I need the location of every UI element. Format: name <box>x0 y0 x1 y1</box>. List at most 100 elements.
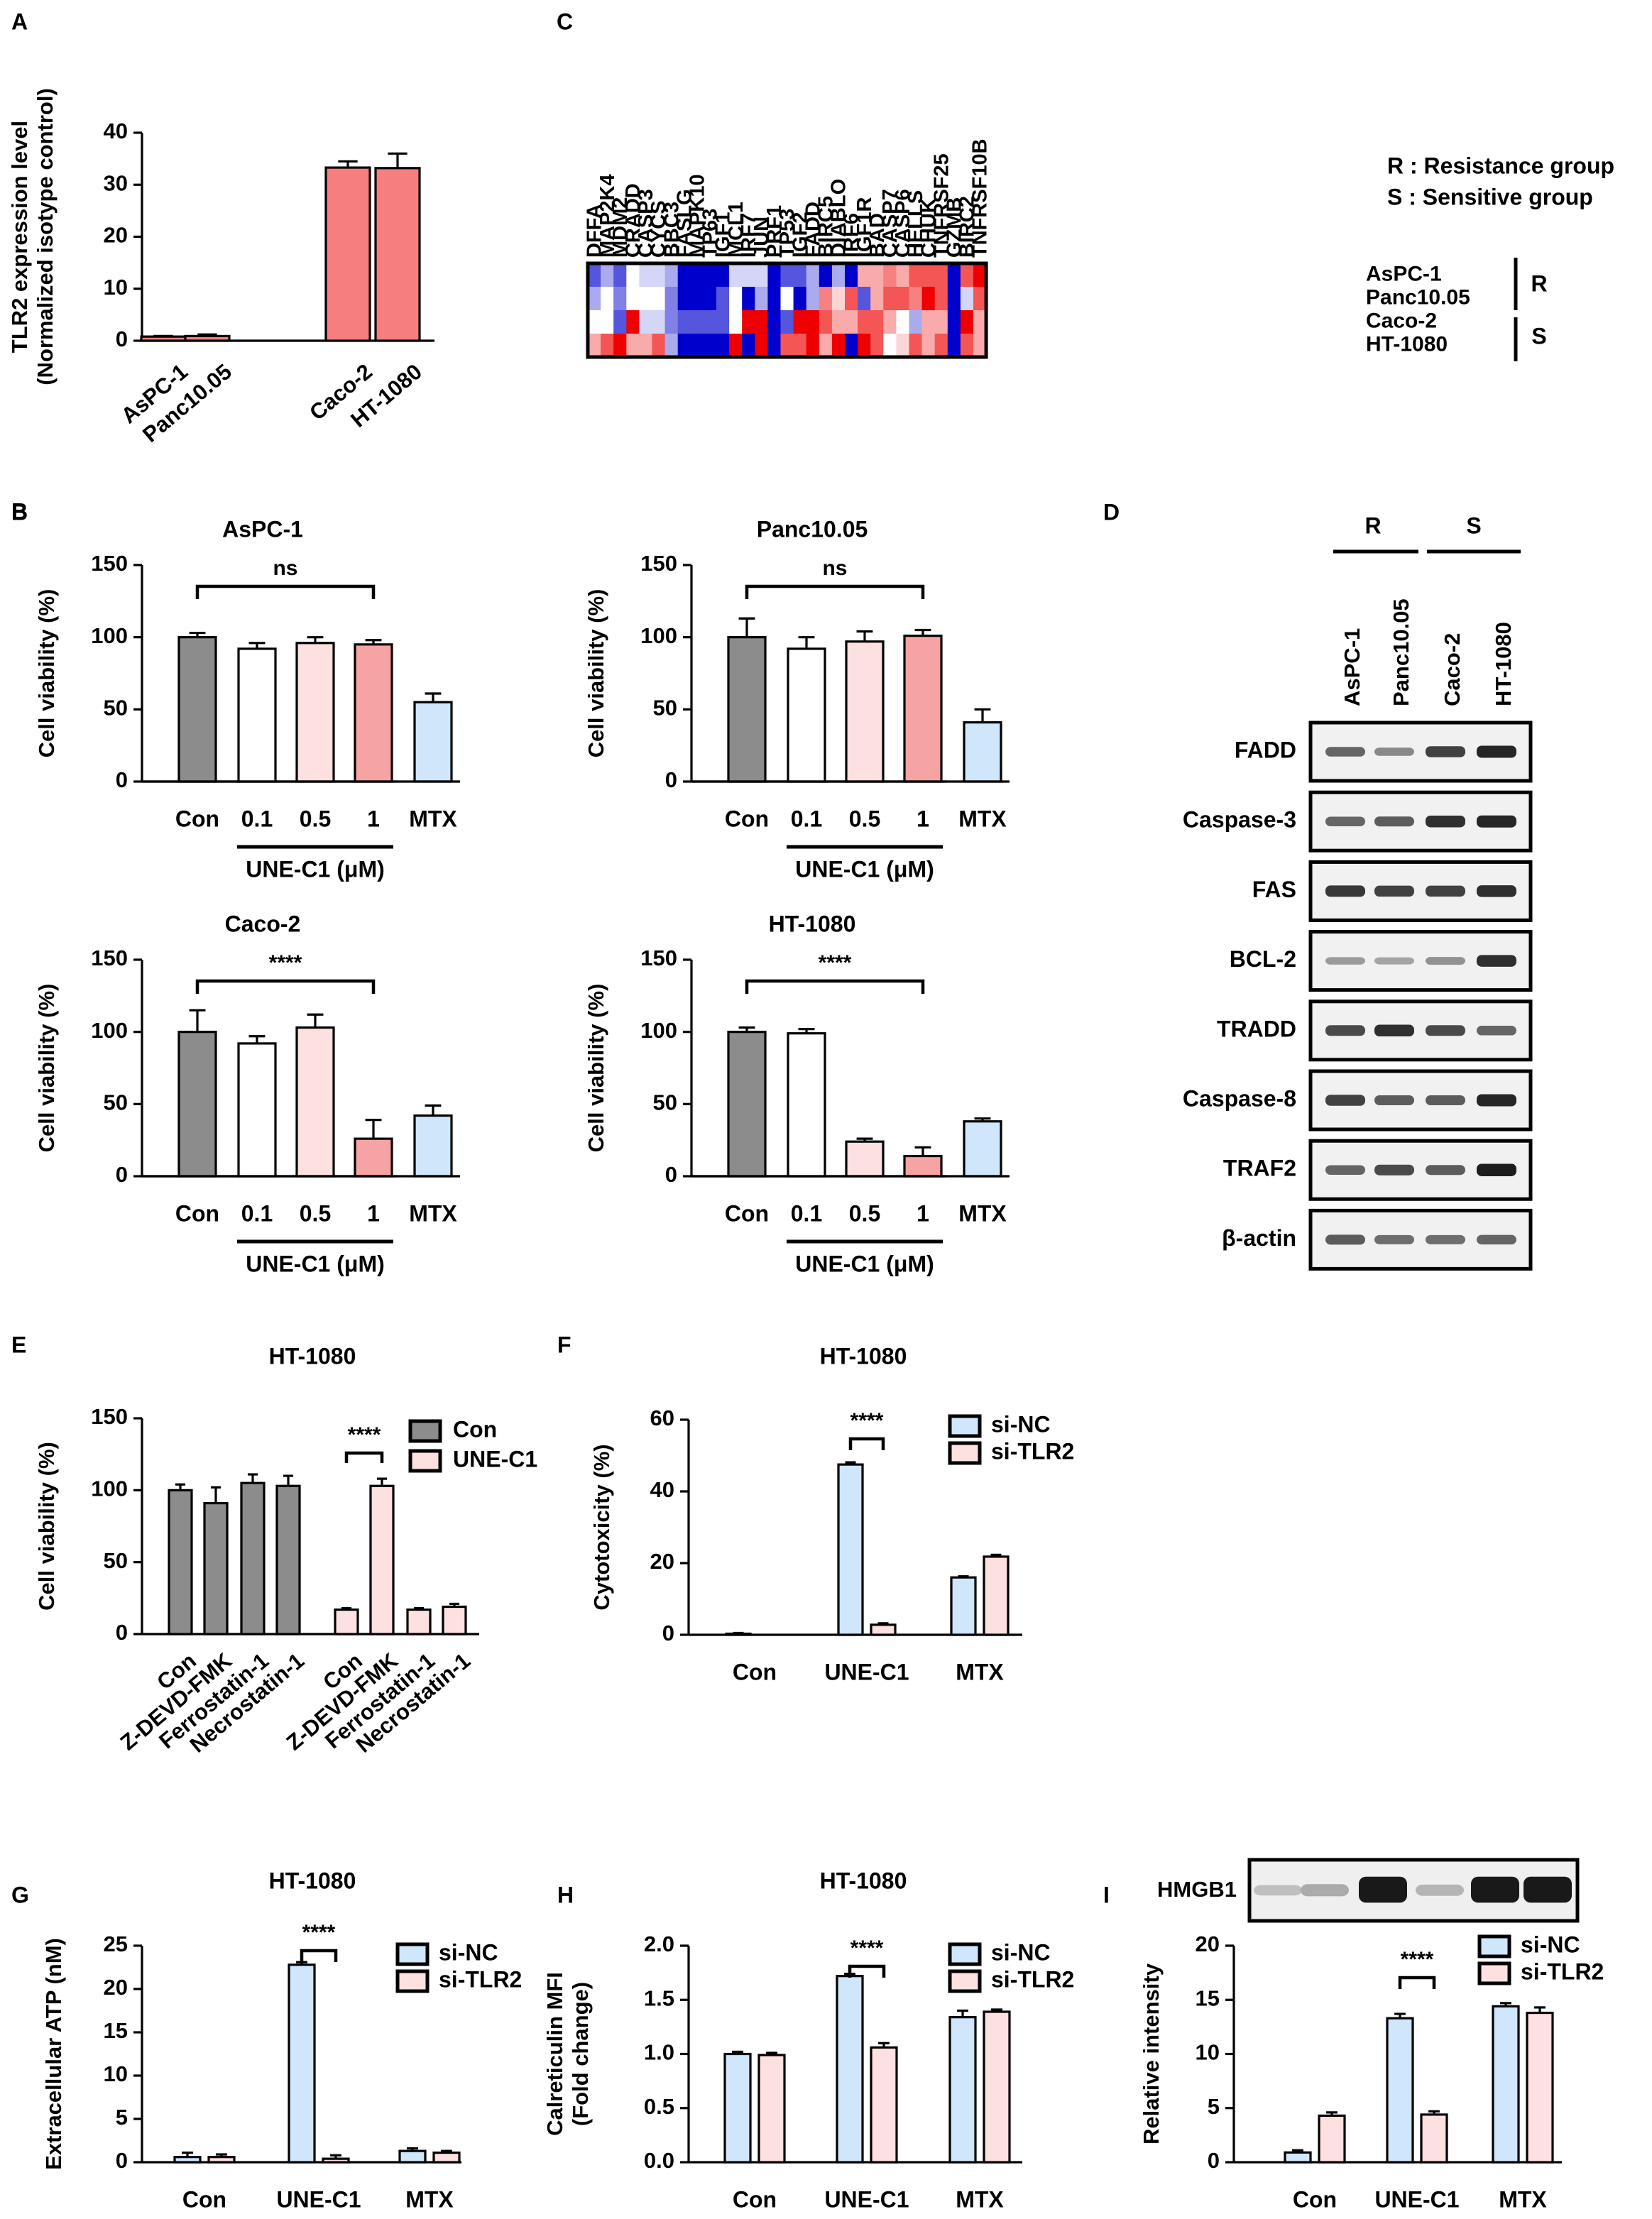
heat-cell <box>909 263 923 287</box>
heat-cell <box>742 310 755 334</box>
y-tick-label: 150 <box>640 946 677 970</box>
blot-band <box>1374 957 1414 965</box>
heat-column-label: CRADD <box>622 183 645 258</box>
heat-cell <box>626 287 640 311</box>
bar-si-nc-une-c1 <box>1386 2017 1414 2164</box>
group-label: UNE-C1 (μM) <box>246 856 385 882</box>
bar-0-1 <box>237 1042 277 1178</box>
blot-band <box>1477 1026 1516 1036</box>
bar-0-5 <box>295 642 335 783</box>
x-tick-label: MTX <box>405 2186 454 2212</box>
protein-label-fadd: FADD <box>1235 737 1296 762</box>
legend-swatch-si-tlr2 <box>948 1969 982 1993</box>
bar-1 <box>354 643 393 783</box>
bar-ht-1080 <box>374 167 421 342</box>
heat-cell <box>601 334 614 358</box>
heat-cell <box>729 287 743 311</box>
bar-panc10-05 <box>184 334 231 342</box>
x-tick-label: UNE-C1 <box>276 2186 361 2212</box>
blot-band <box>1325 1025 1365 1036</box>
y-tick-label: 50 <box>104 1548 128 1573</box>
heat-column-label: BAD <box>866 213 889 258</box>
heat-column-label: DIABLO <box>828 179 850 258</box>
bar-0-5 <box>295 1026 335 1178</box>
chart-title: HT-1080 <box>269 1868 356 1893</box>
heat-row-label: Caco-2 <box>1366 309 1437 332</box>
x-tick-label: UNE-C1 <box>1374 2186 1459 2212</box>
heat-column-label: TNFRSF10B <box>969 138 992 258</box>
y-tick-label: 100 <box>640 1018 677 1043</box>
panel-b-panc1005: 0 50 100 150 Cell viability (%) Panc10.05 Con 0… <box>584 516 1010 882</box>
panel-label: H <box>557 1882 574 1907</box>
y-tick-label: 0.5 <box>644 2094 674 2119</box>
blot-band <box>1426 815 1465 828</box>
y-tick-label: 50 <box>653 1090 677 1115</box>
y-tick-label: 5 <box>1208 2094 1220 2119</box>
heat-cell <box>767 310 782 334</box>
significance-bracket-label: **** <box>269 951 302 975</box>
heat-cell <box>677 263 691 287</box>
heat-cell <box>921 334 936 358</box>
heat-cell <box>858 263 871 287</box>
x-tick-label: 0.5 <box>849 806 880 831</box>
legend-swatch-si-nc <box>395 1942 430 1966</box>
heat-cell <box>588 287 601 311</box>
chart-title: AsPC-1 <box>222 516 303 542</box>
heat-cell <box>896 287 910 311</box>
heat-cell <box>767 263 782 287</box>
legend-label-con: Con <box>453 1416 497 1442</box>
heat-cell <box>639 287 653 311</box>
heat-cell <box>690 310 704 334</box>
heat-cell <box>870 334 884 358</box>
heat-cell <box>831 287 846 311</box>
heat-cell <box>601 263 614 287</box>
heat-column-label: TP53 <box>776 209 799 258</box>
blot-band <box>1477 815 1516 828</box>
y-tick-label: 100 <box>640 623 677 648</box>
heat-column-label: BIRC5 <box>815 196 838 258</box>
heat-column-label: CASP7 <box>879 189 902 258</box>
heat-cell <box>806 287 820 311</box>
blot-band <box>1325 1234 1365 1245</box>
heat-row-label: AsPC-1 <box>1366 262 1442 285</box>
blot-band <box>1374 1234 1414 1244</box>
heat-cell <box>626 334 640 358</box>
significance-bracket-label: **** <box>348 1423 381 1447</box>
heat-cell <box>639 310 653 334</box>
bar-une-c1-con <box>334 1608 359 1636</box>
bar-si-nc-con <box>1284 2151 1312 2164</box>
heat-cell <box>601 310 614 334</box>
heat-cell <box>858 287 871 311</box>
significance-bracket-label: **** <box>850 1409 884 1432</box>
lane-label: Caco-2 <box>1440 633 1465 706</box>
bar-1 <box>903 1154 943 1178</box>
heat-cell <box>767 287 782 311</box>
panel-i: 0 5 10 15 20 Relative intensity I Con UNE-C1 MTX *… <box>1103 1858 1604 2212</box>
heat-column-label: GZMB <box>943 197 966 258</box>
y-axis-label: Extracellular ATP (nM) <box>41 1938 66 2170</box>
hmgb1-band <box>1301 1884 1349 1897</box>
significance-bracket <box>300 1949 338 1962</box>
y-tick-label: 40 <box>650 1477 674 1502</box>
heat-column-label: IRF7 <box>738 213 760 258</box>
heatmap-frame <box>586 261 988 359</box>
heat-cell <box>806 263 820 287</box>
y-tick-label: 15 <box>104 2018 128 2043</box>
bar-aspc-1 <box>140 335 187 342</box>
panel-d-western-blot: D R S AsPC-1 Panc10.05 Caco-2 HT-1080 FADD Caspa… <box>1103 499 1533 1271</box>
heat-cell <box>883 287 897 311</box>
blot-band <box>1426 885 1465 897</box>
heat-cell <box>755 310 768 334</box>
y-tick-label: 150 <box>91 1404 128 1429</box>
heat-cell <box>639 263 653 287</box>
chart-title: Panc10.05 <box>757 516 868 542</box>
y-tick-label: 10 <box>104 275 128 300</box>
x-tick-label: Con <box>175 806 219 831</box>
y-tick-label: 0 <box>116 2148 128 2173</box>
heat-cell <box>652 334 666 358</box>
x-tick-label: MTX <box>409 1200 457 1226</box>
panel-label: B <box>11 498 28 524</box>
heat-column-label: BBC3 <box>660 202 683 258</box>
chart-title: HT-1080 <box>769 911 856 936</box>
y-tick-label: 0 <box>116 1620 128 1645</box>
